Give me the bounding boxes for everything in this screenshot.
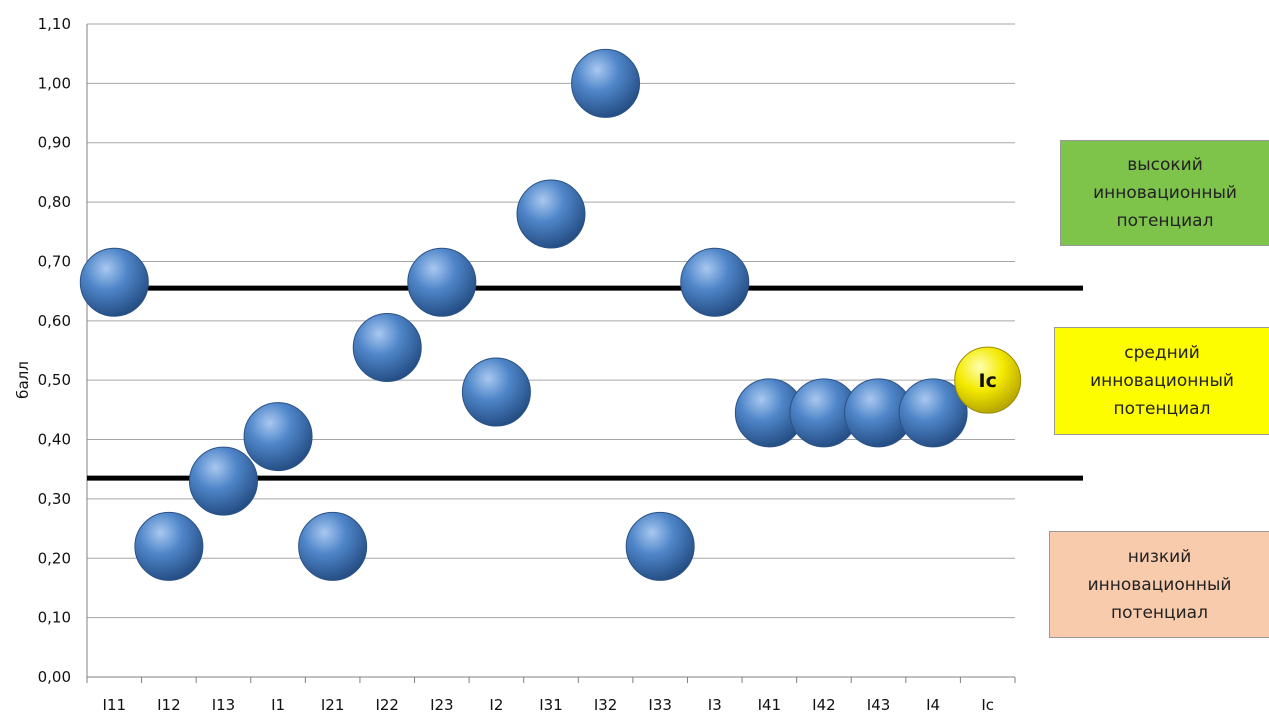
y-tick-label: 0,90 [38, 134, 71, 152]
x-tick-label: I22 [375, 696, 399, 714]
data-point [134, 511, 204, 581]
data-point [243, 402, 313, 472]
data-point-label: Ic [979, 370, 997, 392]
data-point [188, 446, 258, 516]
y-tick-label: 1,10 [38, 15, 71, 33]
y-tick-label: 0,70 [38, 252, 71, 270]
x-tick-label: I33 [648, 696, 672, 714]
y-tick-label: 0,60 [38, 312, 71, 330]
x-tick-label: I4 [926, 696, 940, 714]
data-point [407, 247, 477, 317]
data-point [898, 378, 968, 448]
y-tick-label: 0,10 [38, 609, 71, 627]
band-high-potential: высокий инновационный потенциал [1060, 140, 1269, 246]
y-axis-title: балл [14, 361, 32, 399]
x-tick-label: I2 [489, 696, 503, 714]
data-point [625, 511, 695, 581]
data-point [461, 357, 531, 427]
data-point [352, 313, 422, 383]
x-tick-label: I3 [708, 696, 722, 714]
x-tick-label: I11 [103, 696, 127, 714]
x-tick-label: I1 [271, 696, 285, 714]
y-tick-label: 0,30 [38, 490, 71, 508]
x-tick-label: I31 [539, 696, 563, 714]
y-tick-label: 0,20 [38, 549, 71, 567]
x-tick-label: I23 [430, 696, 454, 714]
band-medium-potential: средний инновационный потенциал [1054, 327, 1269, 435]
data-point [79, 247, 149, 317]
data-point [680, 247, 750, 317]
data-point-ic [954, 346, 1022, 414]
x-tick-label: I12 [157, 696, 181, 714]
data-point [298, 511, 368, 581]
data-point [571, 48, 641, 118]
x-tick-label: I43 [867, 696, 891, 714]
band-low-potential: низкий инновационный потенциал [1049, 531, 1269, 638]
y-tick-label: 0,80 [38, 193, 71, 211]
x-tick-label: Ic [981, 696, 994, 714]
x-tick-label: I42 [812, 696, 836, 714]
x-tick-label: I41 [758, 696, 782, 714]
y-tick-label: 1,00 [38, 74, 71, 92]
y-tick-label: 0,40 [38, 431, 71, 449]
x-tick-label: I32 [594, 696, 618, 714]
y-tick-label: 0,00 [38, 668, 71, 686]
x-tick-label: I21 [321, 696, 345, 714]
y-tick-label: 0,50 [38, 371, 71, 389]
x-tick-label: I13 [212, 696, 236, 714]
data-point [516, 179, 586, 249]
